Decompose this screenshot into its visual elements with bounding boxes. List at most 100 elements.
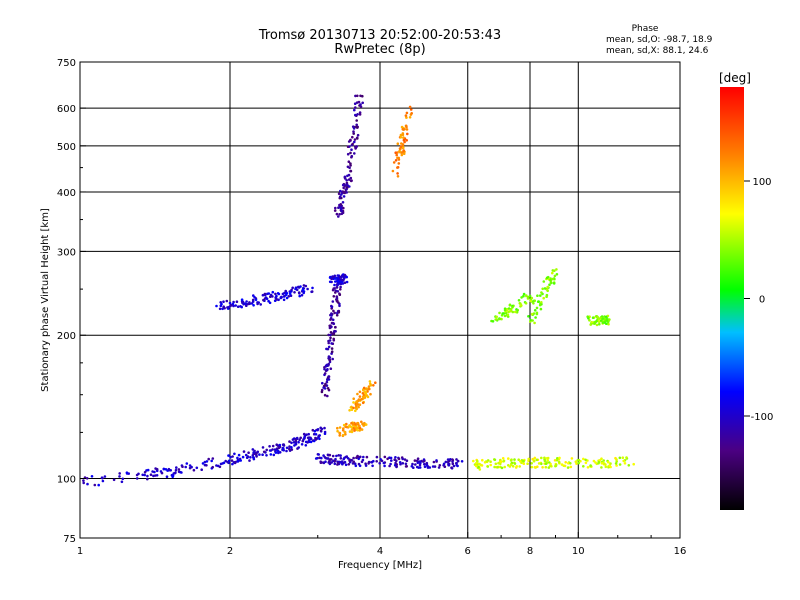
scatter-point (247, 451, 250, 455)
scatter-point (358, 429, 362, 432)
scatter-point (347, 160, 351, 163)
scatter-point (510, 463, 513, 467)
scatter-point (289, 294, 293, 298)
scatter-point (361, 422, 364, 426)
scatter-point (335, 212, 339, 216)
scatter-point (540, 301, 543, 304)
scatter-point (162, 467, 166, 471)
scatter-point (595, 323, 599, 327)
scatter-point (359, 94, 362, 98)
scatter-point (232, 304, 235, 308)
scatter-point (538, 303, 542, 307)
scatter-point (201, 462, 205, 465)
scatter-point (335, 300, 339, 303)
scatter-point (344, 463, 348, 467)
scatter-point (451, 462, 455, 466)
scatter-point (342, 206, 345, 210)
scatter-point (365, 455, 369, 459)
scatter-point (97, 483, 100, 487)
scatter-point (392, 161, 396, 164)
scatter-point (371, 464, 374, 468)
scatter-point (398, 147, 402, 150)
scatter-point (344, 425, 347, 429)
scatter-point (354, 106, 357, 109)
scatter-point (357, 100, 361, 104)
scatter-point (143, 473, 146, 477)
scatter-point (539, 294, 542, 297)
scatter-point (522, 459, 525, 463)
scatter-point (174, 468, 178, 472)
scatter-point (258, 453, 261, 456)
scatter-point (383, 464, 386, 468)
scatter-point (395, 153, 399, 157)
scatter-point (334, 206, 337, 210)
scatter-point (362, 388, 365, 392)
scatter-point (155, 467, 159, 471)
scatter-point (446, 460, 450, 464)
scatter-point (146, 477, 149, 481)
scatter-point (282, 448, 286, 452)
scatter-point (478, 468, 482, 471)
scatter-point (342, 191, 346, 194)
scatter-point (358, 464, 362, 468)
scatter-point (314, 457, 318, 460)
scatter-point (333, 287, 336, 290)
scatter-point (294, 438, 298, 442)
scatter-point (259, 303, 263, 306)
scatter-point (317, 434, 321, 438)
scatter-point (481, 458, 484, 462)
scatter-points (82, 94, 635, 487)
scatter-point (267, 299, 270, 303)
scatter-point (625, 456, 628, 459)
scatter-point (331, 454, 335, 458)
y-gridlines (80, 107, 680, 480)
scatter-point (501, 457, 505, 460)
scatter-point (486, 465, 490, 468)
scatter-point (252, 451, 255, 454)
scatter-point (353, 138, 357, 141)
scatter-point (358, 113, 362, 116)
scatter-point (602, 459, 605, 462)
scatter-point (226, 306, 229, 309)
scatter-point (345, 191, 349, 194)
scatter-point (354, 113, 357, 117)
y-tick-label: 750 (57, 58, 76, 69)
scatter-point (85, 477, 89, 480)
scatter-point (345, 280, 349, 284)
scatter-point (274, 451, 278, 454)
scatter-point (425, 464, 429, 467)
scatter-point (351, 125, 355, 128)
scatter-point (312, 439, 316, 443)
scatter-point (273, 448, 277, 451)
scatter-point (600, 462, 604, 465)
scatter-point (323, 393, 327, 397)
scatter-point (341, 183, 345, 187)
scatter-point (511, 465, 515, 468)
scatter-point (403, 140, 406, 144)
scatter-point (262, 450, 266, 454)
scatter-point (396, 142, 400, 145)
scatter-point (355, 402, 359, 406)
scatter-point (364, 387, 368, 391)
scatter-point (368, 387, 371, 391)
scatter-point (265, 454, 268, 457)
scatter-point (498, 311, 501, 315)
scatter-point (195, 466, 199, 470)
scatter-point (564, 461, 567, 464)
scatter-point (331, 288, 335, 292)
scatter-point (146, 474, 149, 478)
scatter-point (514, 310, 517, 314)
scatter-point (143, 470, 147, 474)
scatter-point (394, 456, 397, 459)
scatter-point (319, 460, 323, 464)
scatter-point (614, 462, 618, 465)
scatter-point (236, 459, 239, 463)
x-tick-label: 1 (77, 546, 83, 557)
scatter-point (152, 474, 155, 478)
scatter-point (271, 295, 274, 298)
scatter-point (375, 460, 379, 463)
scatter-point (584, 458, 587, 462)
scatter-point (358, 395, 362, 398)
scatter-point (276, 292, 280, 295)
scatter-point (332, 322, 336, 326)
